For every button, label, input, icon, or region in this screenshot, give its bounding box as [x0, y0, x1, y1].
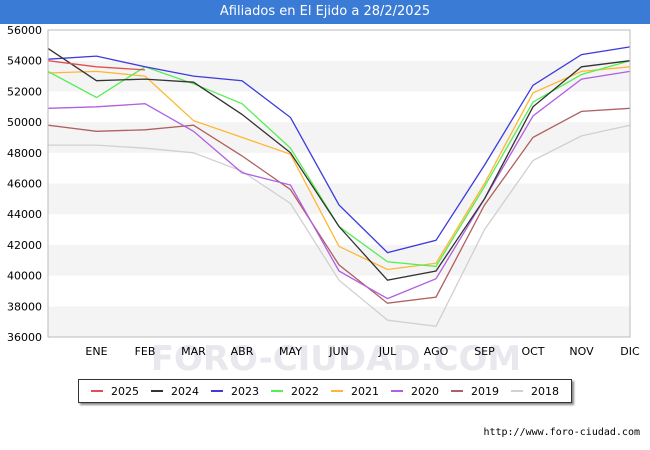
legend-item-2019: 2019	[451, 385, 499, 398]
axes: 36000 38000 40000 42000 44000 46000 48000 50000…	[7, 24, 640, 358]
legend-item-2020: 2020	[391, 385, 439, 398]
y-tick-label: 48000	[7, 147, 42, 160]
x-tick-label: SEP	[474, 345, 495, 358]
series-line-2025	[47, 60, 146, 71]
series-line-2024	[47, 47, 631, 281]
series-line-2018	[48, 124, 631, 328]
y-tick-label: 40000	[7, 270, 42, 283]
y-tick-label: 56000	[7, 24, 42, 37]
x-tick-label: OCT	[521, 345, 544, 358]
legend-item-2024: 2024	[151, 385, 199, 398]
legend-label: 2024	[171, 384, 199, 398]
legend-swatch	[511, 390, 523, 392]
legend-swatch	[91, 390, 103, 392]
x-tick-label: MAY	[279, 345, 302, 358]
legend-swatch	[211, 390, 223, 392]
legend-swatch	[271, 390, 283, 392]
y-tick-label: 50000	[7, 116, 42, 129]
legend-item-2021: 2021	[331, 385, 379, 398]
legend-item-2023: 2023	[211, 385, 259, 398]
y-tick-label: 52000	[7, 85, 42, 98]
x-tick-label: AGO	[424, 345, 449, 358]
legend-label: 2023	[231, 384, 259, 398]
legend-label: 2022	[291, 384, 319, 398]
legend-label: 2018	[531, 384, 559, 398]
legend-item-2018: 2018	[511, 385, 559, 398]
series-lines	[47, 46, 631, 328]
x-tick-label: ENE	[85, 345, 107, 358]
x-tick-label: JUN	[328, 345, 349, 358]
grid-band	[48, 152, 630, 184]
legend-item-2022: 2022	[271, 385, 319, 398]
y-tick-label: 38000	[7, 300, 42, 313]
x-tick-label: NOV	[569, 345, 594, 358]
legend-label: 2020	[411, 384, 439, 398]
legend-swatch	[391, 390, 403, 392]
legend-swatch	[451, 390, 463, 392]
legend: 2025 2024 2023 2022 2021 2020 2019 2018	[78, 379, 572, 403]
legend-label: 2021	[351, 384, 379, 398]
y-tick-label: 42000	[7, 239, 42, 252]
grid-band	[48, 306, 630, 337]
x-tick-label: JUL	[378, 345, 397, 358]
x-tick-label: FEB	[135, 345, 156, 358]
y-tick-label: 54000	[7, 55, 42, 68]
series-line-2020	[47, 70, 631, 300]
legend-swatch	[331, 390, 343, 392]
y-tick-label: 44000	[7, 208, 42, 221]
source-url: http://www.foro-ciudad.com	[483, 427, 640, 438]
chart-title: Afiliados en El Ejido a 28/2/2025	[0, 0, 650, 24]
grid-bands	[48, 30, 630, 337]
grid-band	[48, 183, 630, 215]
x-tick-label: MAR	[181, 345, 206, 358]
x-tick-label: ABR	[231, 345, 254, 358]
y-tick-label: 36000	[7, 331, 42, 344]
series-line-2021	[47, 66, 631, 271]
watermark: FORO-CIUDAD.COM	[151, 339, 522, 379]
series-line-2023	[47, 46, 631, 254]
series-line-2019	[47, 107, 631, 304]
legend-swatch	[151, 390, 163, 392]
legend-label: 2025	[111, 384, 139, 398]
legend-item-2025: 2025	[91, 385, 139, 398]
x-tick-label: DIC	[620, 345, 640, 358]
grid-band	[48, 30, 630, 61]
y-tick-label: 46000	[7, 178, 42, 191]
grid-band	[48, 214, 630, 245]
legend-label: 2019	[471, 384, 499, 398]
plot-frame	[47, 29, 631, 338]
